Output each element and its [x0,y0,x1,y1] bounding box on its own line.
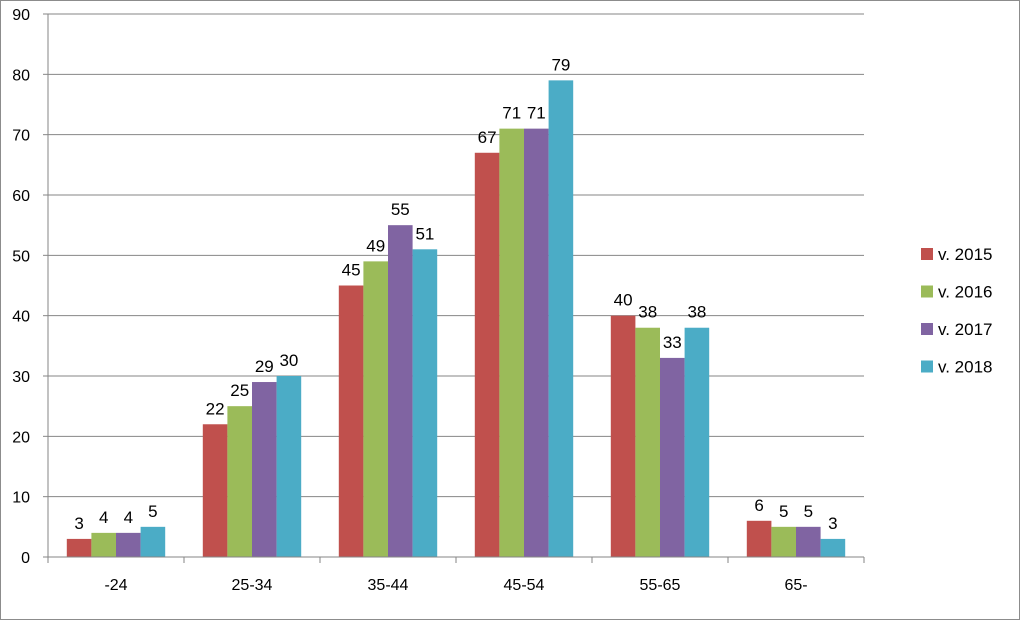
bar [116,532,141,557]
x-tick-label: 65- [784,577,807,594]
data-label: 5 [804,502,813,521]
bar [548,80,574,557]
legend-swatch [921,323,933,335]
data-label: 25 [230,381,249,400]
data-label: 22 [206,399,225,418]
legend-swatch [921,360,933,373]
x-tick-label: 25-34 [232,577,273,594]
data-label: 51 [415,224,434,243]
x-tick-label: -24 [104,577,127,594]
data-label: 45 [342,261,361,280]
bar [474,152,500,557]
x-axis-ticks: -24 25-34 35-44 45-54 55-65 65- [104,577,807,594]
legend-swatch [921,248,933,260]
data-label: 79 [551,55,570,74]
data-label: 5 [148,502,157,521]
bar [635,327,660,557]
bar [499,128,524,557]
bar [66,538,92,557]
legend-label: v. 2018 [938,358,993,377]
bars [66,80,846,558]
y-tick-label: 40 [12,309,30,326]
data-label: 40 [614,291,633,310]
data-label: 71 [527,104,546,123]
data-label: 67 [478,128,497,147]
y-tick-label: 10 [12,490,30,507]
bar [684,327,710,557]
bar [227,406,252,557]
y-tick-label: 20 [12,429,30,446]
bar [388,225,413,557]
data-label: 4 [124,508,133,527]
y-tick-label: 80 [12,67,30,84]
legend: v. 2015 v. 2016 v. 2017 v. 2018 [921,245,993,377]
bar [91,532,116,557]
data-label: 71 [502,104,521,123]
data-label: 38 [638,303,657,322]
y-tick-label: 90 [12,7,30,24]
data-label: 3 [828,514,837,533]
bar [202,424,228,557]
bar [660,357,685,557]
data-label: 49 [366,236,385,255]
x-tick-label: 35-44 [368,577,409,594]
y-tick-label: 30 [12,369,30,386]
y-tick-label: 50 [12,248,30,265]
y-tick-label: 70 [12,128,30,145]
y-tick-label: 60 [12,188,30,205]
bar [820,538,846,557]
bar [140,526,166,557]
bar [746,520,772,557]
y-axis-ticks: 0 10 20 30 40 50 60 70 80 90 [12,7,30,567]
legend-swatch [921,285,933,298]
bar [276,376,302,557]
data-label: 5 [779,502,788,521]
x-tick-label: 55-65 [640,577,681,594]
bar [338,285,364,557]
data-label: 55 [391,200,410,219]
gridlines [48,13,864,498]
legend-label: v. 2016 [938,283,993,302]
data-label: 33 [663,333,682,352]
bar [771,526,796,557]
bar [610,315,636,557]
axes [43,13,865,563]
bar [252,382,277,557]
legend-label: v. 2015 [938,245,993,264]
bar [524,128,549,557]
bar [796,526,821,557]
data-label: 38 [687,303,706,322]
y-tick-label: 0 [21,550,30,567]
data-label: 30 [279,351,298,370]
bar [412,249,438,558]
data-label: 6 [754,496,763,515]
x-tick-label: 45-54 [504,577,545,594]
legend-label: v. 2017 [938,320,993,339]
data-label: 3 [74,514,83,533]
data-label: 29 [255,357,274,376]
data-label: 4 [99,508,108,527]
bar [363,261,388,557]
